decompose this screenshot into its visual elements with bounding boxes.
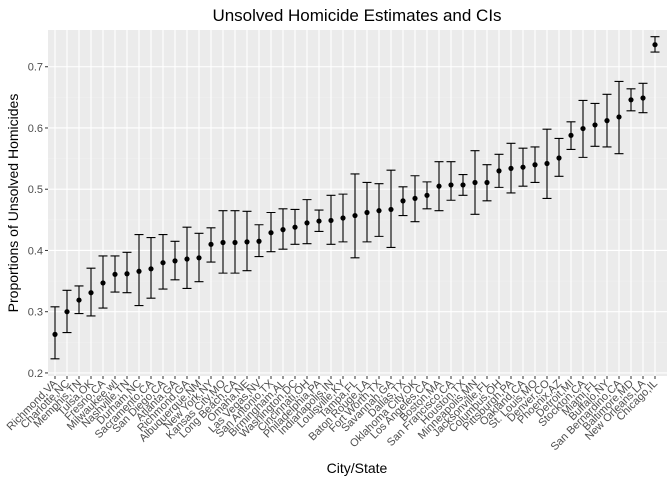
y-tick-label: 0.2 xyxy=(28,368,43,380)
data-point xyxy=(580,125,586,132)
y-tick-label: 0.7 xyxy=(28,62,43,74)
data-point xyxy=(316,218,322,224)
data-point xyxy=(112,271,118,277)
data-point xyxy=(364,209,370,216)
y-tick-label: 0.4 xyxy=(28,245,43,257)
chart-title: Unsolved Homicide Estimates and CIs xyxy=(212,6,501,25)
data-point xyxy=(220,239,226,246)
data-point xyxy=(520,164,526,170)
data-point xyxy=(412,195,418,202)
x-axis-ticks: Richmond,VACharlotte,NCMemphis,TNTulsa,O… xyxy=(5,376,660,453)
data-point xyxy=(256,238,262,244)
data-point xyxy=(232,239,238,246)
data-point xyxy=(556,155,562,161)
data-point xyxy=(628,97,634,103)
data-point xyxy=(376,208,382,214)
data-point xyxy=(160,260,166,266)
data-point xyxy=(136,268,142,274)
data-point xyxy=(508,165,514,171)
data-point xyxy=(496,168,502,174)
data-point xyxy=(460,182,466,188)
y-axis-title: Proportions of Unsolved Homicides xyxy=(5,94,21,313)
data-point xyxy=(604,118,610,124)
data-point xyxy=(208,241,214,247)
data-point xyxy=(640,95,646,101)
plot-panel xyxy=(48,30,667,376)
y-tick-label: 0.6 xyxy=(28,123,43,135)
data-point xyxy=(148,266,154,272)
data-point xyxy=(280,227,286,233)
data-point xyxy=(352,212,358,219)
data-point xyxy=(592,122,598,128)
y-axis-ticks: 0.2 0.3 0.4 0.5 0.6 0.7 xyxy=(28,62,48,380)
data-point xyxy=(400,198,406,204)
error-bar xyxy=(446,161,456,201)
data-point xyxy=(88,290,94,296)
data-point xyxy=(184,256,190,262)
data-point xyxy=(244,239,250,245)
data-point xyxy=(196,255,202,261)
data-point xyxy=(124,271,130,277)
data-point xyxy=(328,217,334,224)
data-point xyxy=(172,258,178,264)
data-point xyxy=(568,132,574,138)
x-axis-title: City/State xyxy=(327,460,388,476)
data-point xyxy=(616,114,622,120)
data-point xyxy=(304,220,310,226)
data-point xyxy=(388,206,394,213)
data-point xyxy=(268,230,274,236)
data-point xyxy=(652,42,658,48)
data-point xyxy=(532,162,538,168)
data-point xyxy=(424,192,430,198)
data-point xyxy=(340,215,346,221)
data-point xyxy=(484,179,490,186)
data-point xyxy=(472,179,478,186)
data-point xyxy=(292,224,298,230)
data-point xyxy=(76,297,82,303)
y-tick-label: 0.5 xyxy=(28,184,43,196)
y-tick-label: 0.3 xyxy=(28,307,43,319)
data-point xyxy=(544,160,550,167)
data-point xyxy=(52,331,58,337)
data-point xyxy=(436,183,442,189)
data-points xyxy=(52,42,658,337)
data-point xyxy=(64,309,70,315)
data-point xyxy=(100,280,106,286)
data-point xyxy=(448,182,454,188)
